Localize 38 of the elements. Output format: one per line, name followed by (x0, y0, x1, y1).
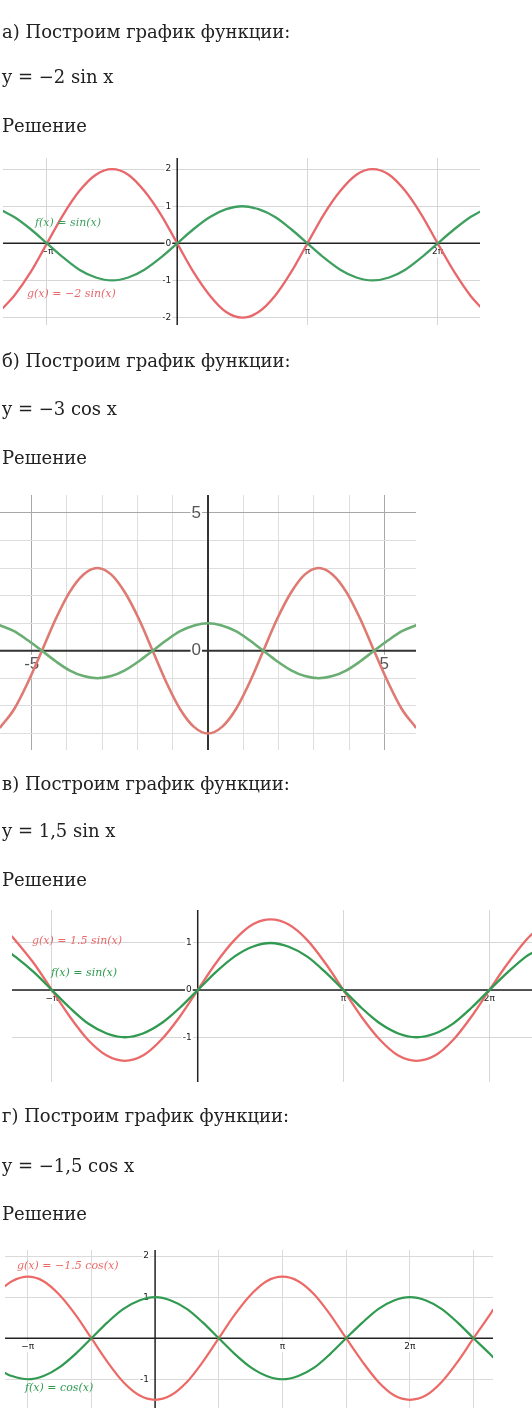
y-tick-label: 0 (185, 984, 192, 995)
y-tick-label: -1 (182, 1031, 192, 1042)
y-tick-label: 2 (143, 1250, 150, 1261)
y-tick-label: 1 (185, 937, 192, 948)
chart-subtitle: y = −1,5 cos x (2, 1155, 135, 1178)
y-tick-label: -2 (162, 311, 172, 322)
text: Решение (2, 447, 87, 470)
series-label: g(x) = 1.5 sin(x) (32, 933, 123, 947)
series-label: f(x) = sin(x) (50, 965, 118, 979)
chart-title: а) Построим график функции: (2, 21, 291, 44)
y-tick-label: 0 (165, 237, 172, 248)
chart-subtitle: y = 1,5 sin x (2, 820, 116, 843)
series-label: g(x) = −1.5 cos(x) (17, 1258, 119, 1272)
x-tick-label: π (340, 992, 347, 1003)
x-tick-label: −π (21, 1341, 35, 1352)
x-tick-label: π (304, 246, 311, 257)
line-series (0, 621, 416, 680)
line-series (5, 1275, 493, 1401)
line-series (12, 918, 532, 1062)
x-tick-label: π (279, 1341, 286, 1352)
line-series (0, 566, 416, 735)
y-tick-label: -1 (140, 1373, 150, 1384)
y-tick-label: 1 (165, 200, 172, 211)
chart-title: в) Построим график функции: (2, 773, 290, 796)
chart-subtitle: y = −2 sin x (2, 66, 114, 89)
text: Решение (2, 115, 87, 138)
chart-title: г) Построим график функции: (2, 1105, 290, 1128)
y-tick-label: 0 (191, 640, 201, 660)
y-tick-label: -1 (162, 274, 172, 285)
y-tick-label: 5 (191, 502, 201, 522)
chart-subtitle: y = −3 cos x (2, 398, 117, 421)
series-label: g(x) = −2 sin(x) (27, 286, 116, 300)
series-label: f(x) = cos(x) (24, 1380, 94, 1394)
y-tick-label: 2 (165, 163, 172, 174)
text: Решение (2, 869, 87, 892)
x-tick-label: 2π (404, 1341, 416, 1352)
text: Решение (2, 1203, 87, 1226)
chart-title: б) Построим график функции: (2, 350, 291, 373)
